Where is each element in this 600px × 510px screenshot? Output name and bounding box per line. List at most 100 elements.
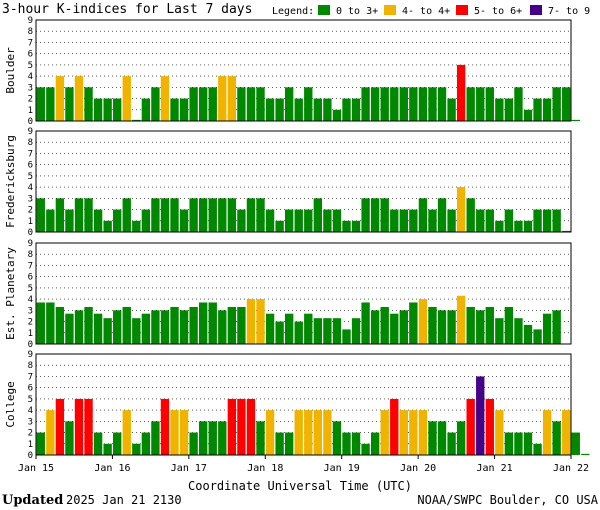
- y-tick-label: 6: [28, 384, 33, 394]
- y-tick-label: 7: [28, 372, 33, 382]
- bar: [342, 432, 351, 455]
- bar: [437, 310, 447, 344]
- bar: [36, 302, 45, 344]
- bar: [390, 87, 399, 121]
- bar: [428, 87, 437, 121]
- bar: [409, 209, 418, 232]
- panel-frame: [35, 242, 572, 345]
- bar: [189, 87, 198, 121]
- x-tick-label: Jan 21: [477, 463, 513, 474]
- bar: [55, 306, 65, 344]
- bar: [151, 310, 160, 344]
- legend-swatch-green: [318, 5, 330, 15]
- y-tick-label: 4: [28, 406, 33, 416]
- y-tick-label: 6: [28, 161, 33, 171]
- legend-swatch-red: [456, 5, 468, 15]
- y-tick-label: 2: [28, 95, 33, 105]
- bar: [418, 198, 428, 232]
- bar: [160, 310, 170, 344]
- bar: [581, 453, 590, 455]
- bar: [36, 432, 45, 455]
- bar: [256, 87, 265, 121]
- bar: [179, 310, 189, 344]
- bar: [466, 306, 475, 344]
- bar: [284, 87, 294, 121]
- bar: [418, 299, 428, 344]
- bar: [246, 87, 256, 121]
- y-tick-label: 2: [28, 318, 33, 328]
- bar: [84, 198, 93, 232]
- bar: [275, 220, 284, 232]
- y-tick-label: 5: [28, 61, 33, 71]
- bar: [485, 306, 494, 344]
- bar: [227, 398, 237, 455]
- y-tick-label: 0: [28, 117, 33, 127]
- bar: [160, 198, 170, 232]
- y-tick-label: 4: [28, 72, 33, 82]
- bar: [237, 87, 246, 121]
- bar: [208, 302, 217, 344]
- panel-frame: [35, 19, 572, 122]
- legend-label: Legend:: [272, 6, 314, 17]
- bar: [36, 87, 45, 121]
- bar: [170, 98, 179, 121]
- bar: [65, 87, 74, 121]
- bar: [323, 410, 332, 455]
- bar: [447, 432, 456, 455]
- y-tick-label: 0: [28, 451, 33, 461]
- y-tick-label: 5: [28, 172, 33, 182]
- bar: [218, 310, 227, 344]
- bar: [514, 432, 523, 455]
- bar: [304, 313, 313, 344]
- bar: [46, 410, 55, 455]
- bar: [523, 432, 533, 455]
- bar: [447, 310, 456, 344]
- panel-label: Fredericksburg: [4, 135, 17, 228]
- bar: [103, 443, 112, 455]
- x-tick-label: Jan 15: [18, 463, 54, 474]
- legend-item-green: 0 to 3+: [336, 6, 378, 17]
- panels: 0123456789Boulder0123456789Fredericksbur…: [4, 16, 590, 461]
- bar: [447, 98, 456, 121]
- bar: [380, 306, 389, 344]
- legend-item-purple: 7- to 9: [548, 6, 590, 17]
- bar: [476, 376, 485, 455]
- bar: [36, 198, 45, 232]
- bar: [504, 209, 514, 232]
- x-tick-label: Jan 22: [553, 463, 589, 474]
- bar: [409, 87, 418, 121]
- chart-title: 3-hour K-indices for Last 7 days: [2, 2, 252, 17]
- y-tick-label: 0: [28, 340, 33, 350]
- bar: [504, 98, 514, 121]
- bar: [141, 313, 151, 344]
- bar: [447, 209, 456, 232]
- y-tick-label: 4: [28, 295, 33, 305]
- bar: [437, 421, 447, 455]
- y-tick-label: 7: [28, 149, 33, 159]
- bar: [332, 318, 342, 344]
- bar: [428, 209, 437, 232]
- bar: [151, 198, 160, 232]
- bar: [46, 87, 55, 121]
- y-tick-label: 5: [28, 284, 33, 294]
- bar: [370, 198, 380, 232]
- bar: [141, 209, 151, 232]
- bar: [113, 310, 122, 344]
- bar: [552, 87, 561, 121]
- bar: [246, 198, 256, 232]
- bar: [466, 198, 475, 232]
- bar: [294, 321, 303, 344]
- bar: [65, 421, 74, 455]
- bar: [179, 410, 189, 455]
- bar: [141, 432, 151, 455]
- bar: [170, 306, 179, 344]
- bar: [351, 220, 361, 232]
- y-tick-label: 9: [28, 350, 33, 360]
- x-axis: Jan 15 Jan 16 Jan 17 Jan 18 Jan 19 Jan 20 Jan …: [18, 455, 589, 474]
- bar: [313, 98, 323, 121]
- bar: [189, 306, 198, 344]
- bar: [562, 230, 571, 232]
- bar: [342, 329, 351, 344]
